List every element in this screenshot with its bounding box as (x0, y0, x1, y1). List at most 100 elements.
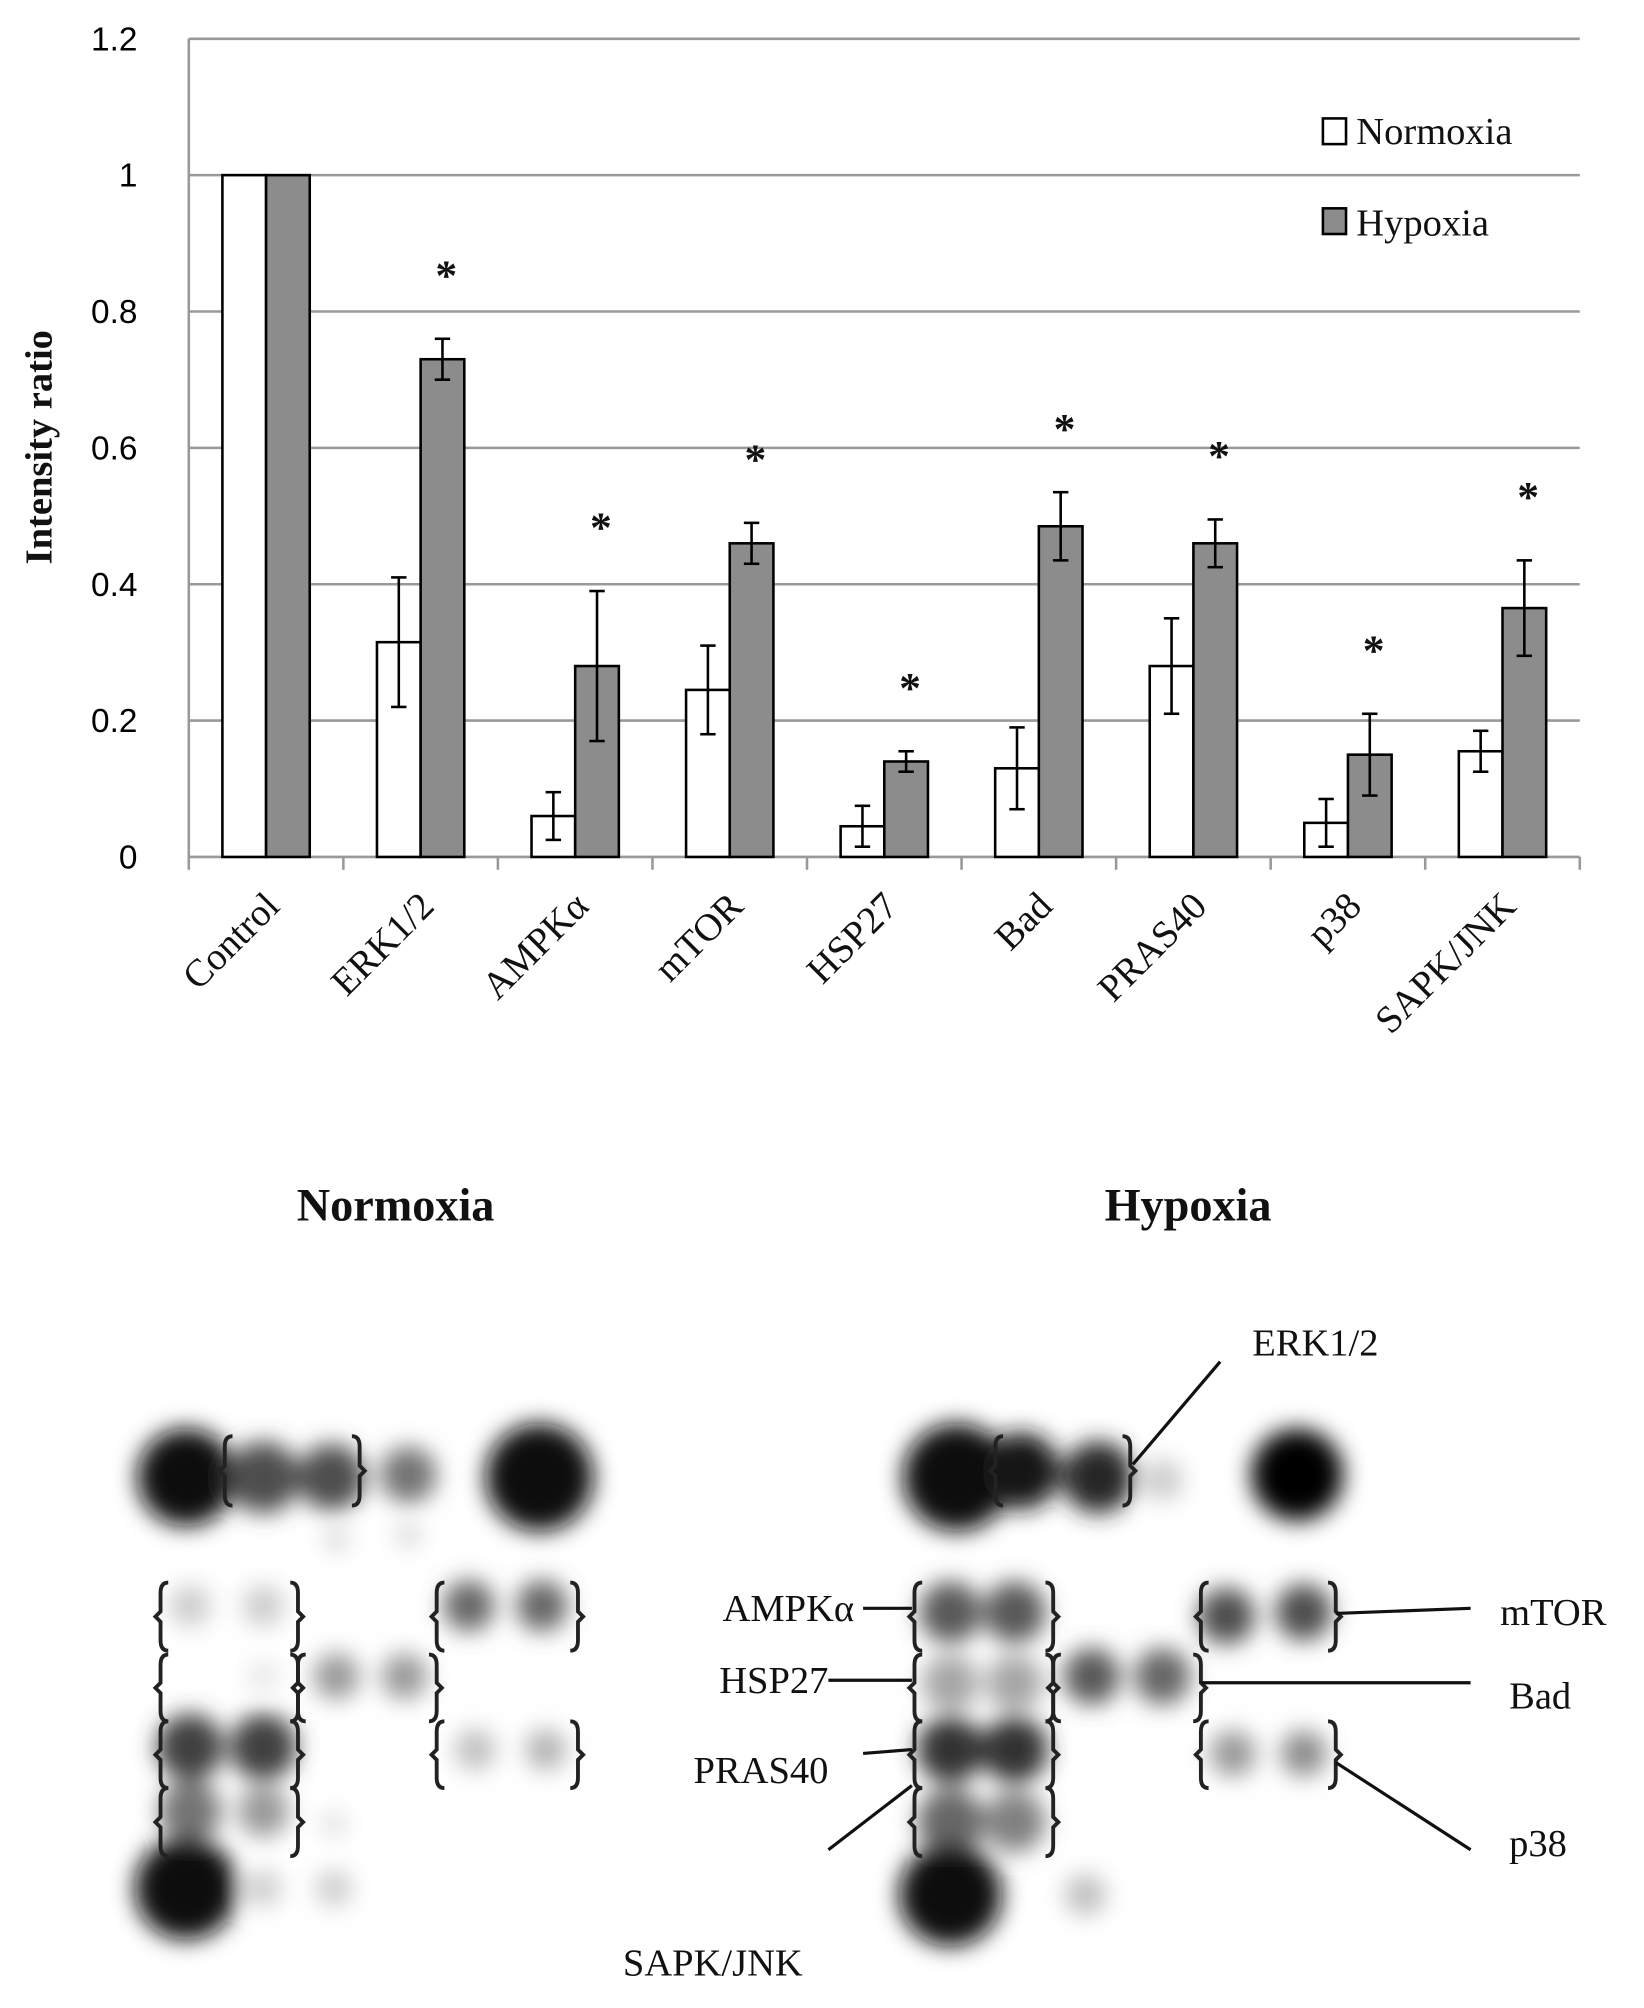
blot-spot (919, 1581, 982, 1643)
bracket-right (290, 1652, 306, 1724)
significance-marker: * (1517, 474, 1539, 522)
blot-spot (525, 1729, 567, 1771)
bar-hypoxia (1037, 524, 1084, 859)
leader-erk (1131, 1360, 1222, 1466)
blot-spot (982, 1432, 1060, 1510)
blot-spot (395, 1522, 422, 1548)
bracket-right (570, 1719, 586, 1791)
y-tick-label: 0 (119, 839, 138, 876)
significance-marker: * (1363, 627, 1385, 675)
bracket-right (1045, 1580, 1062, 1653)
legend-label-hypoxia: Hypoxia (1356, 202, 1489, 244)
significance-marker: * (590, 504, 612, 552)
blot-spot (1134, 1648, 1191, 1705)
blot-spot (1198, 1587, 1255, 1645)
significance-marker: * (1208, 433, 1230, 481)
bracket-right (1193, 1652, 1209, 1724)
blot-spot (323, 1526, 350, 1552)
blot-spot (917, 1788, 984, 1855)
blot-spot (313, 1653, 360, 1700)
legend-label-normoxia: Normoxia (1356, 111, 1512, 153)
normoxia-blot-title: Normoxia (297, 1179, 495, 1230)
blot-spot (443, 1580, 495, 1632)
bracket-right (351, 1434, 368, 1508)
blot-spot (159, 1780, 221, 1843)
blot-spot (242, 1585, 284, 1627)
bracket-left (428, 1719, 445, 1791)
bar-chart: 0 0.2 0.4 0.6 0.8 1 1.2 Control * ERK1/2 * AMPKα * mT… (91, 21, 1582, 1042)
y-tick-label: 1.2 (91, 21, 137, 58)
label-sapk: SAPK/JNK (623, 1943, 803, 1985)
bracket-left (152, 1652, 169, 1724)
blot-spot (983, 1581, 1046, 1643)
bar-normoxia (221, 173, 268, 859)
blot-spot (1064, 1874, 1106, 1916)
label-erk: ERK1/2 (1252, 1322, 1378, 1364)
blot-spot (516, 1580, 568, 1632)
bar-hypoxia (419, 357, 466, 859)
bracket-right (1045, 1786, 1062, 1859)
bracket-left (987, 1434, 1004, 1508)
blot-spot (169, 1585, 211, 1627)
leader-mtor (1335, 1606, 1471, 1616)
blot-spot (321, 1811, 347, 1837)
blot-brackets (152, 1434, 1344, 1859)
blot-spot (917, 1716, 984, 1783)
significance-marker: * (435, 252, 457, 300)
blot-spots (134, 1423, 1344, 1947)
legend-swatch-hypoxia (1321, 207, 1348, 236)
bracket-left (152, 1719, 169, 1791)
bracket-left (1045, 1652, 1062, 1724)
bracket-left (906, 1719, 923, 1791)
x-tick-label: HSP27 (799, 885, 906, 992)
x-tick-label: Bad (987, 885, 1061, 959)
blot-spot (1280, 1730, 1327, 1777)
blot-spot (922, 1654, 979, 1712)
bracket-left (290, 1652, 306, 1724)
legend: Normoxia Hypoxia (1321, 111, 1512, 244)
bracket-left (906, 1580, 923, 1653)
x-tick-label: ERK1/2 (323, 885, 442, 1004)
significance-marker: * (1054, 405, 1076, 453)
bracket-right (570, 1580, 586, 1653)
blot-spot (315, 1870, 352, 1907)
bar-hypoxia (1192, 542, 1239, 859)
blot-spot (1209, 1730, 1257, 1777)
hypoxia-blot-title: Hypoxia (1105, 1179, 1272, 1230)
label-pras40: PRAS40 (694, 1750, 829, 1792)
y-axis-label: Intensity ratio (18, 330, 60, 564)
legend-swatch-normoxia (1321, 117, 1348, 146)
blot-spot (981, 1716, 1049, 1783)
blot-spot (156, 1713, 224, 1781)
bracket-left (906, 1652, 923, 1724)
blot-spot (485, 1423, 594, 1532)
blot-annotations (827, 1360, 1472, 1852)
y-tick-label: 0.6 (91, 430, 137, 467)
bracket-right (1327, 1580, 1344, 1653)
y-tick-label: 0.4 (91, 567, 137, 604)
bar-hypoxia (728, 542, 775, 859)
x-tick-label: mTOR (647, 885, 752, 990)
bracket-right (290, 1786, 306, 1859)
blot-spot (1250, 1428, 1344, 1521)
bracket-right (1122, 1434, 1139, 1508)
y-tick-label: 0.8 (91, 294, 137, 331)
blot-spot (227, 1441, 300, 1514)
y-tick-label: 0.2 (91, 703, 137, 740)
blot-spot (454, 1729, 496, 1771)
blot-spot (1063, 1648, 1120, 1705)
label-p38: p38 (1509, 1823, 1567, 1865)
blot-spot (247, 1660, 279, 1692)
x-tick-label: Control (175, 885, 288, 998)
blot-spot (380, 1446, 437, 1503)
blot-spot (229, 1713, 297, 1781)
label-ampk: AMPKα (723, 1588, 854, 1630)
blot-spot (1062, 1441, 1135, 1514)
bracket-right (290, 1580, 306, 1653)
blot-spot (899, 1843, 1002, 1947)
bracket-left (216, 1434, 233, 1508)
bracket-left (1193, 1580, 1209, 1653)
blot-spot (137, 1428, 236, 1527)
leader-pras40 (862, 1747, 913, 1756)
